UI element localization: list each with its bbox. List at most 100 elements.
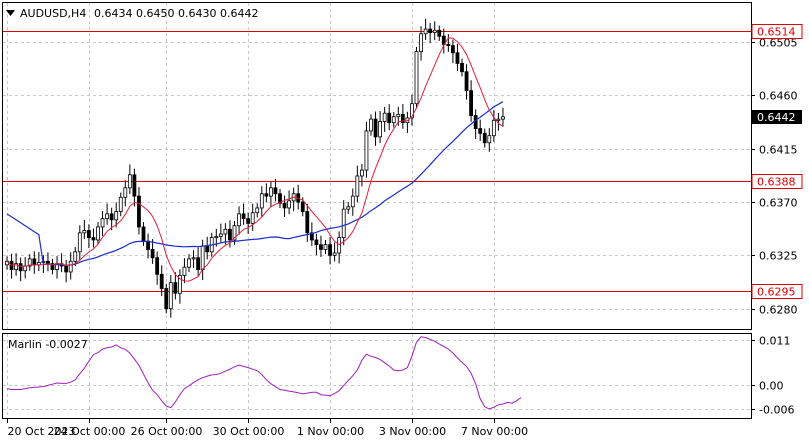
candle bbox=[64, 259, 69, 283]
candle-body-up bbox=[105, 213, 109, 220]
candle bbox=[146, 233, 150, 259]
triangle-down-icon[interactable] bbox=[6, 10, 15, 16]
candle-body-down bbox=[50, 263, 55, 270]
candle bbox=[446, 34, 451, 52]
candle-body-up bbox=[359, 169, 364, 177]
candle bbox=[32, 251, 37, 274]
candle-body-down bbox=[159, 273, 164, 289]
symbol-title: AUDUSD,H4 bbox=[20, 7, 86, 20]
time-tick-label: 30 Oct 00:00 bbox=[213, 425, 285, 438]
candle-body-up bbox=[96, 226, 100, 241]
candle-body-up bbox=[187, 258, 191, 268]
candle-body-down bbox=[482, 132, 487, 144]
candle-body-down bbox=[278, 193, 282, 204]
candle-body-up bbox=[250, 212, 255, 224]
candle-body-up bbox=[323, 244, 328, 250]
candle-body-down bbox=[282, 202, 287, 209]
candle-body-down bbox=[246, 218, 251, 224]
candle bbox=[196, 247, 201, 276]
indicator-axis[interactable]: 0.011 0.00 -0.006 bbox=[751, 335, 794, 417]
candle-body-down bbox=[473, 115, 478, 129]
candle bbox=[478, 119, 483, 141]
price-axis[interactable]: 0.6505 0.6460 0.6415 0.6370 0.6325 0.6280 bbox=[751, 37, 798, 317]
ohlc-values: 0.6434 0.6450 0.6430 0.6442 bbox=[94, 7, 258, 20]
candle bbox=[414, 46, 419, 109]
candle-body-down bbox=[32, 258, 37, 266]
candle bbox=[18, 257, 23, 282]
level-label: 0.6388 bbox=[757, 176, 796, 189]
candle bbox=[369, 114, 373, 136]
candle-body-down bbox=[87, 230, 91, 238]
candle-body-up bbox=[364, 130, 369, 171]
candle bbox=[323, 239, 328, 255]
price-tick-label: 0.6460 bbox=[759, 90, 798, 103]
level-label-box bbox=[751, 284, 803, 299]
fast-moving-average-line bbox=[6, 37, 504, 282]
candle bbox=[437, 25, 442, 41]
candle-body-down bbox=[241, 213, 246, 220]
price-grid bbox=[3, 3, 751, 330]
candle-body-down bbox=[455, 52, 460, 64]
candle-body-up bbox=[391, 116, 396, 124]
candle-body-down bbox=[46, 260, 50, 265]
candles bbox=[5, 18, 505, 318]
horizontal-levels bbox=[3, 31, 751, 292]
candle-body-down bbox=[478, 128, 483, 134]
candle-body-up bbox=[491, 119, 496, 137]
candle bbox=[246, 212, 251, 234]
candle-body-up bbox=[82, 230, 87, 234]
price-tick-label: 0.6280 bbox=[759, 304, 798, 317]
candle bbox=[319, 235, 323, 258]
price-tick-label: 0.6370 bbox=[759, 197, 798, 210]
candle-body-up bbox=[432, 29, 437, 34]
candle-body-up bbox=[73, 251, 78, 262]
candle bbox=[469, 80, 474, 122]
candle bbox=[150, 239, 155, 264]
time-tick-label: 24 Oct 00:00 bbox=[54, 425, 126, 438]
candle-body-down bbox=[18, 263, 23, 272]
candle bbox=[305, 203, 310, 242]
candle bbox=[173, 272, 178, 300]
candle bbox=[355, 165, 360, 203]
candle bbox=[218, 223, 223, 243]
candle-body-up bbox=[487, 135, 492, 144]
candle-body-up bbox=[237, 213, 241, 227]
price-tick-label: 0.6415 bbox=[759, 144, 798, 157]
candle bbox=[405, 111, 410, 134]
candle-body-down bbox=[150, 249, 155, 259]
price-tick-label: 0.6505 bbox=[759, 37, 798, 50]
candle bbox=[378, 111, 383, 144]
candle-body-down bbox=[319, 244, 323, 250]
candle-body-up bbox=[414, 51, 419, 105]
candle-body-up bbox=[378, 121, 383, 138]
candle bbox=[50, 258, 55, 275]
candle bbox=[159, 265, 164, 297]
candle bbox=[255, 203, 260, 218]
candle bbox=[109, 207, 114, 231]
candle-body-down bbox=[146, 240, 150, 250]
time-tick-label: 26 Oct 00:00 bbox=[131, 425, 203, 438]
candle-body-down bbox=[132, 174, 137, 197]
candle bbox=[410, 94, 414, 126]
candle-body-down bbox=[400, 113, 405, 124]
candle-body-up bbox=[268, 187, 273, 197]
candle bbox=[232, 221, 237, 245]
candle bbox=[87, 224, 91, 249]
candle-body-up bbox=[382, 112, 387, 122]
candle bbox=[501, 107, 505, 127]
indicator-tick-label: 0.00 bbox=[759, 380, 784, 393]
indicator-tick-label: -0.006 bbox=[759, 404, 794, 417]
candle bbox=[314, 233, 319, 256]
candle bbox=[441, 28, 446, 54]
candle bbox=[273, 178, 278, 202]
candle bbox=[264, 183, 269, 203]
candle bbox=[137, 187, 141, 235]
candle-body-up bbox=[177, 275, 182, 294]
candle-body-up bbox=[369, 118, 373, 132]
candle-body-down bbox=[196, 257, 201, 270]
candle bbox=[359, 163, 364, 187]
candle bbox=[105, 203, 109, 225]
